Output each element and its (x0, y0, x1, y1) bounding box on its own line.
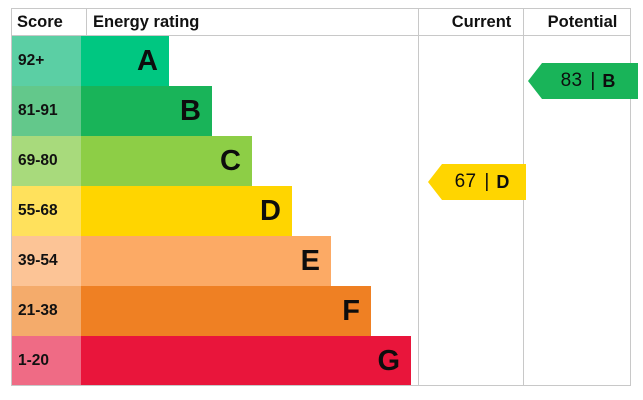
header-separator-potential (523, 9, 524, 37)
header-separator-right (630, 9, 631, 37)
rating-bar-b: B (81, 86, 212, 136)
header-potential: Potential (547, 13, 618, 31)
rating-band-c: 69-80 C (11, 136, 631, 186)
rating-bands-body: 92+ A 81-91 B 69-80 C 55-68 D 39-54 E 21… (11, 36, 631, 386)
rating-band-a: 92+ A (11, 36, 631, 86)
body-separator-current (418, 36, 419, 386)
score-range-f: 21-38 (11, 286, 81, 336)
score-range-c: 69-80 (11, 136, 81, 186)
score-range-e: 39-54 (11, 236, 81, 286)
potential-rating-separator: | (590, 70, 596, 91)
body-separator-right (630, 36, 631, 386)
current-rating-score: 67 (454, 171, 477, 192)
rating-bar-g: G (81, 336, 411, 386)
rating-band-b: 81-91 B (11, 86, 631, 136)
current-rating-separator: | (484, 171, 490, 192)
potential-rating-arrow: 83 | B (528, 63, 638, 99)
rating-bar-a: A (81, 36, 169, 86)
potential-rating-band: B (602, 70, 616, 91)
score-range-d: 55-68 (11, 186, 81, 236)
header-separator-current (418, 9, 419, 37)
current-rating-arrow: 67 | D (428, 164, 526, 200)
body-bottom-border (11, 385, 631, 386)
body-separator-left (11, 36, 12, 386)
table-header-row: Score Energy rating Current Potential (11, 8, 631, 37)
header-separator-score (86, 9, 87, 37)
rating-band-g: 1-20 G (11, 336, 631, 386)
rating-bar-d: D (81, 186, 292, 236)
header-energy-rating: Energy rating (93, 13, 200, 31)
rating-bar-e: E (81, 236, 331, 286)
rating-band-e: 39-54 E (11, 236, 631, 286)
header-current: Current (451, 13, 512, 31)
rating-band-d: 55-68 D (11, 186, 631, 236)
score-range-b: 81-91 (11, 86, 81, 136)
score-range-a: 92+ (11, 36, 81, 86)
header-separator-left (11, 9, 12, 37)
rating-bar-c: C (81, 136, 252, 186)
rating-bar-f: F (81, 286, 371, 336)
current-rating-band: D (496, 171, 510, 192)
score-range-g: 1-20 (11, 336, 81, 386)
epc-rating-chart: Score Energy rating Current Potential 92… (11, 8, 638, 386)
potential-rating-score: 83 (560, 70, 583, 91)
header-score: Score (17, 13, 63, 31)
body-separator-potential (523, 36, 524, 386)
rating-band-f: 21-38 F (11, 286, 631, 336)
